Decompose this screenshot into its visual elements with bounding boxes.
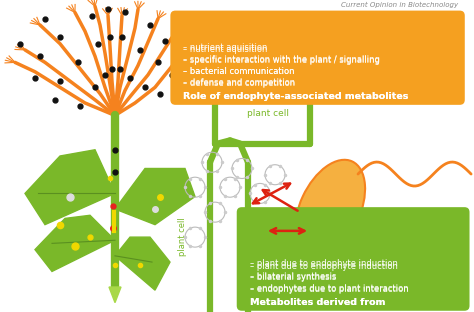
Ellipse shape <box>295 160 365 258</box>
Text: – plant due to endophyte induction: – plant due to endophyte induction <box>250 259 398 268</box>
FancyBboxPatch shape <box>238 208 468 310</box>
Text: – endophytes due to plant interaction: – endophytes due to plant interaction <box>250 284 409 293</box>
Text: plant cell: plant cell <box>178 218 187 256</box>
Polygon shape <box>25 150 115 225</box>
Text: Metabolites derived from: Metabolites derived from <box>250 298 385 307</box>
Polygon shape <box>115 237 170 290</box>
Polygon shape <box>109 287 121 303</box>
Polygon shape <box>35 215 115 271</box>
Text: Metabolites derived from: Metabolites derived from <box>250 298 385 307</box>
Polygon shape <box>115 168 195 225</box>
Text: – specific interaction with the plant / signalling: – specific interaction with the plant / … <box>183 55 380 64</box>
Text: – bilaterial synthesis: – bilaterial synthesis <box>250 272 336 281</box>
Text: Role of endophyte-associated metabolites: Role of endophyte-associated metabolites <box>183 92 409 101</box>
Text: – bacterial communication: – bacterial communication <box>183 67 295 76</box>
Text: – specific interaction with the plant / signalling: – specific interaction with the plant / … <box>183 56 380 65</box>
Text: – defense and competition: – defense and competition <box>183 78 295 87</box>
Text: – bilaterial synthesis: – bilaterial synthesis <box>250 273 336 282</box>
FancyBboxPatch shape <box>170 11 465 105</box>
Text: Current Opinion in Biotechnology: Current Opinion in Biotechnology <box>341 2 458 8</box>
Text: – nutrient aquisition: – nutrient aquisition <box>183 43 268 52</box>
Text: – bacterial communication: – bacterial communication <box>183 67 295 76</box>
FancyBboxPatch shape <box>172 12 464 104</box>
Text: – plant due to endophyte induction: – plant due to endophyte induction <box>250 262 398 271</box>
Text: – defense and competition: – defense and competition <box>183 79 295 88</box>
Text: – endophytes due to plant interaction: – endophytes due to plant interaction <box>250 285 409 294</box>
Text: plant cell: plant cell <box>247 110 289 118</box>
Text: – nutrient aquisition: – nutrient aquisition <box>183 45 268 54</box>
FancyBboxPatch shape <box>237 207 470 311</box>
Text: Role of endophyte-associated metabolites: Role of endophyte-associated metabolites <box>183 92 409 101</box>
